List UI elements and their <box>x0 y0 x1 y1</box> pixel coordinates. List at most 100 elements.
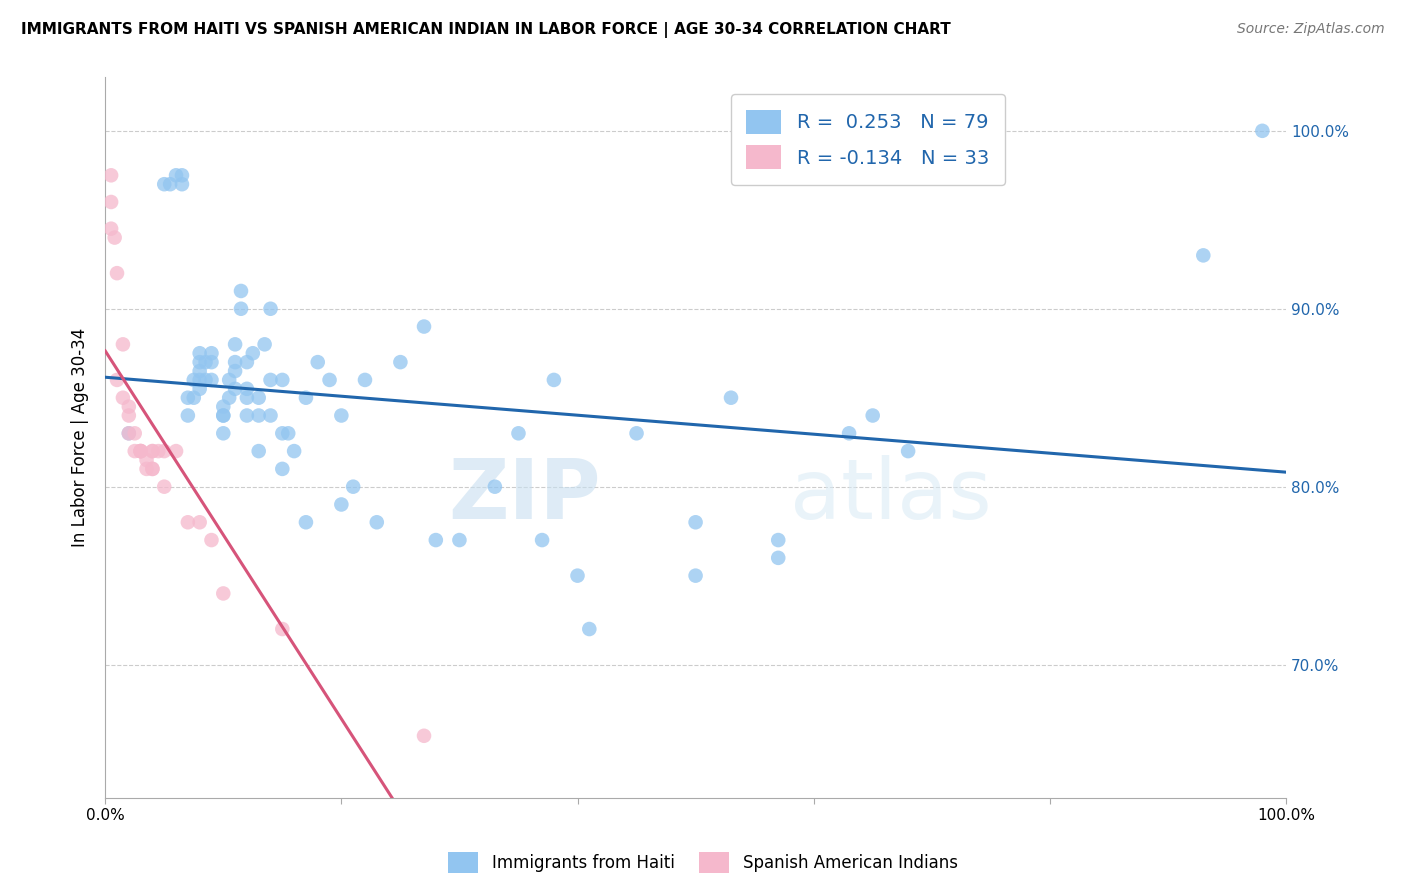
Point <box>862 409 884 423</box>
Point <box>100 194 122 209</box>
Point <box>484 480 506 494</box>
Point <box>194 355 217 369</box>
Point <box>141 462 163 476</box>
Point <box>768 533 790 547</box>
Point <box>165 169 187 183</box>
Legend: Immigrants from Haiti, Spanish American Indians: Immigrants from Haiti, Spanish American … <box>441 846 965 880</box>
Point <box>148 444 170 458</box>
Point <box>295 391 318 405</box>
Point <box>229 301 252 316</box>
Point <box>129 444 152 458</box>
Point <box>129 444 152 458</box>
Point <box>212 586 235 600</box>
Text: ZIP: ZIP <box>449 455 602 536</box>
Point <box>200 355 222 369</box>
Point <box>768 550 790 565</box>
Point <box>170 169 193 183</box>
Point <box>177 409 200 423</box>
Point <box>200 373 222 387</box>
Point <box>229 284 252 298</box>
Point <box>153 444 176 458</box>
Point <box>141 444 163 458</box>
Point <box>212 426 235 441</box>
Point <box>897 444 920 458</box>
Point <box>100 221 122 235</box>
Point <box>626 426 648 441</box>
Point <box>242 346 264 360</box>
Point <box>366 516 388 530</box>
Point <box>200 346 222 360</box>
Point <box>188 382 211 396</box>
Text: Source: ZipAtlas.com: Source: ZipAtlas.com <box>1237 22 1385 37</box>
Point <box>135 453 157 467</box>
Point <box>105 373 128 387</box>
Point <box>318 373 340 387</box>
Point <box>124 426 146 441</box>
Point <box>685 568 707 582</box>
Point <box>188 516 211 530</box>
Point <box>567 568 589 582</box>
Point <box>188 346 211 360</box>
Point <box>236 409 259 423</box>
Point <box>271 373 294 387</box>
Point <box>100 169 122 183</box>
Point <box>389 355 412 369</box>
Point <box>253 337 276 351</box>
Point <box>236 391 259 405</box>
Text: atlas: atlas <box>790 455 991 536</box>
Point <box>449 533 471 547</box>
Point <box>236 382 259 396</box>
Point <box>685 516 707 530</box>
Point <box>1251 124 1274 138</box>
Point <box>413 319 436 334</box>
Point <box>720 391 742 405</box>
Point <box>194 373 217 387</box>
Point <box>508 426 530 441</box>
Point <box>271 622 294 636</box>
Point <box>159 178 181 192</box>
Point <box>188 364 211 378</box>
Point <box>531 533 554 547</box>
Point <box>129 444 152 458</box>
Point <box>212 400 235 414</box>
Point <box>277 426 299 441</box>
Point <box>271 426 294 441</box>
Point <box>236 355 259 369</box>
Point <box>543 373 565 387</box>
Point <box>153 480 176 494</box>
Point <box>105 266 128 280</box>
Point <box>118 426 141 441</box>
Point <box>838 426 860 441</box>
Point <box>104 230 127 244</box>
Point <box>111 337 134 351</box>
Point <box>224 382 246 396</box>
Point <box>153 178 176 192</box>
Point <box>188 355 211 369</box>
Point <box>330 498 353 512</box>
Point <box>177 516 200 530</box>
Point <box>183 391 205 405</box>
Point <box>307 355 329 369</box>
Point <box>118 409 141 423</box>
Point <box>200 533 222 547</box>
Point <box>283 444 305 458</box>
Point <box>425 533 447 547</box>
Point <box>578 622 600 636</box>
Point <box>177 391 200 405</box>
Legend: R =  0.253   N = 79, R = -0.134   N = 33: R = 0.253 N = 79, R = -0.134 N = 33 <box>731 95 1005 185</box>
Point <box>124 444 146 458</box>
Text: IMMIGRANTS FROM HAITI VS SPANISH AMERICAN INDIAN IN LABOR FORCE | AGE 30-34 CORR: IMMIGRANTS FROM HAITI VS SPANISH AMERICA… <box>21 22 950 38</box>
Point <box>247 391 270 405</box>
Point <box>129 444 152 458</box>
Point <box>354 373 377 387</box>
Point <box>183 373 205 387</box>
Point <box>165 444 187 458</box>
Point <box>218 373 240 387</box>
Point <box>247 444 270 458</box>
Point <box>141 444 163 458</box>
Point <box>170 178 193 192</box>
Point <box>413 729 436 743</box>
Point <box>224 337 246 351</box>
Point <box>224 364 246 378</box>
Point <box>135 462 157 476</box>
